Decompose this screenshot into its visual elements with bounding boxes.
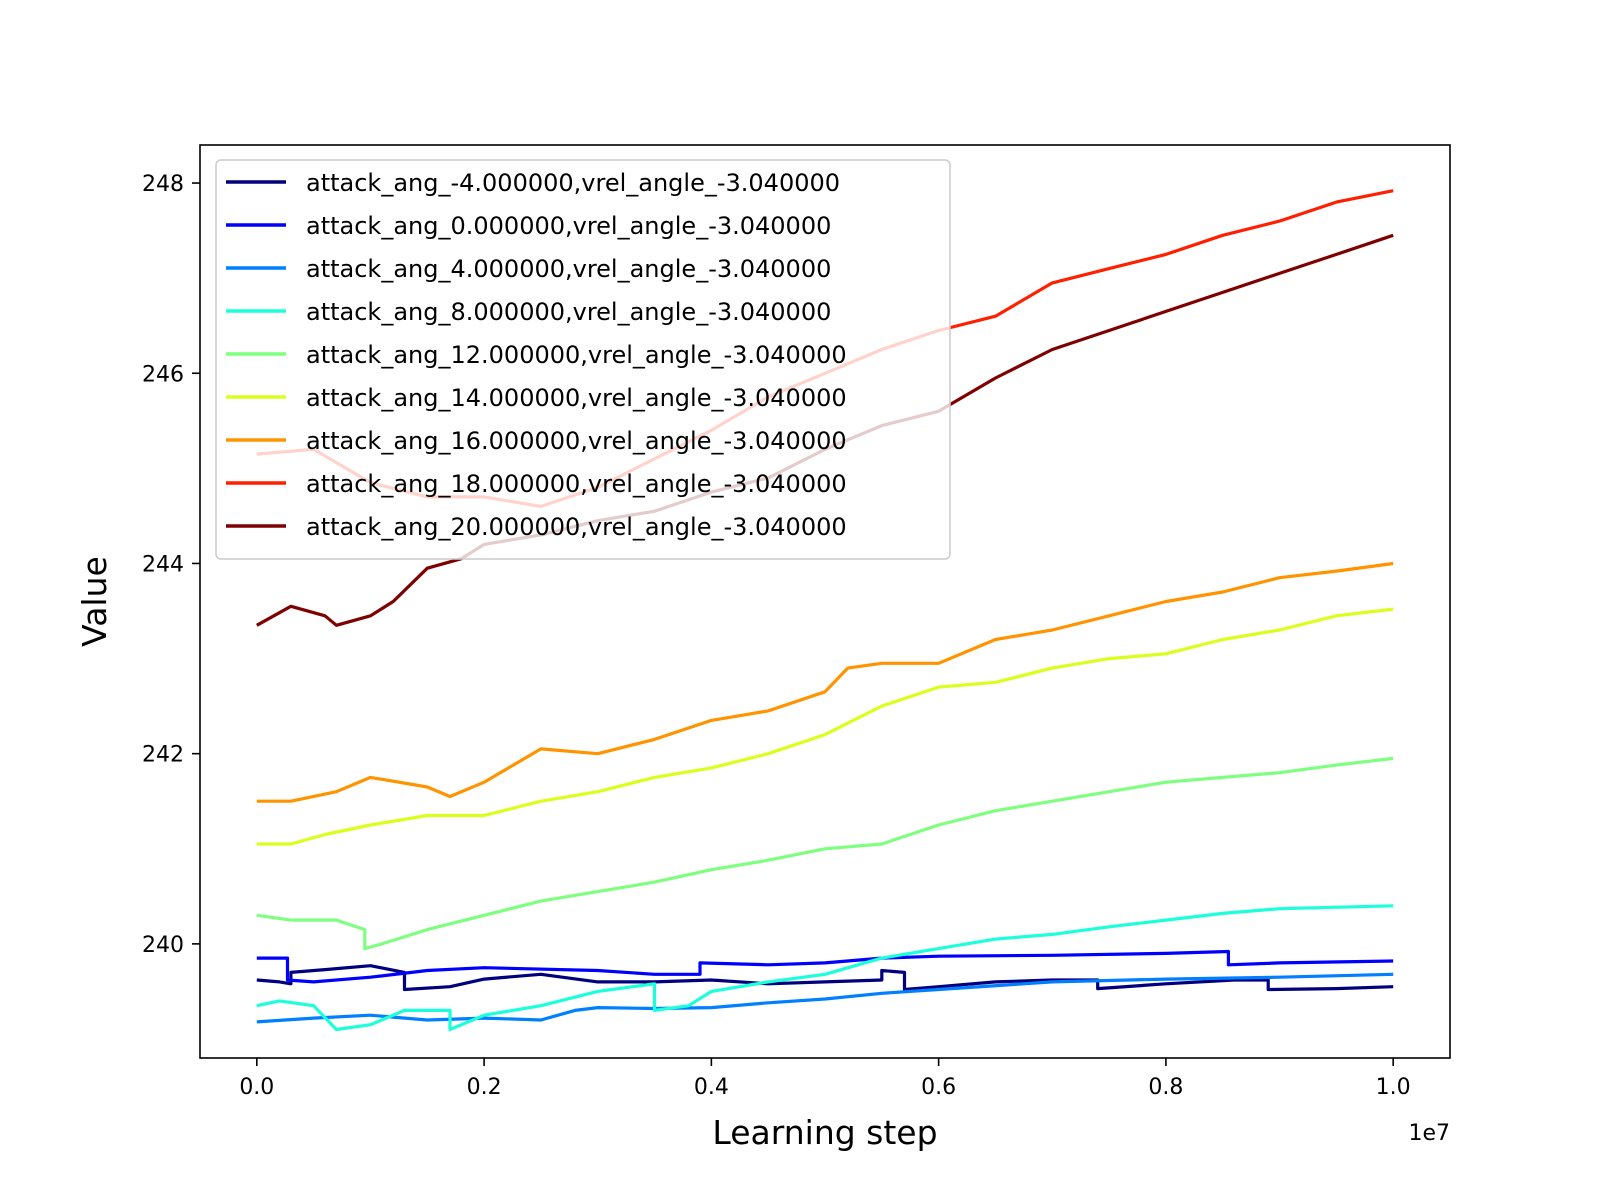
- y-tick-label: 244: [142, 552, 184, 577]
- legend-entry: attack_ang_16.000000,vrel_angle_-3.04000…: [306, 427, 847, 455]
- y-tick-label: 248: [142, 172, 184, 197]
- legend-box: [215, 159, 951, 560]
- x-tick-label: 1.0: [1376, 1075, 1411, 1100]
- axes-frame: [199, 144, 1451, 1059]
- x-axis-label: Learning step: [712, 1113, 937, 1152]
- x-tick-label: 0.2: [467, 1075, 502, 1100]
- legend-entry: attack_ang_14.000000,vrel_angle_-3.04000…: [306, 384, 847, 412]
- x-tick-label: 0.8: [1148, 1075, 1183, 1100]
- legend-entry: attack_ang_8.000000,vrel_angle_-3.040000: [306, 298, 831, 326]
- y-tick-label: 246: [142, 362, 184, 387]
- legend-entry: attack_ang_18.000000,vrel_angle_-3.04000…: [306, 470, 847, 498]
- legend-entry: attack_ang_20.000000,vrel_angle_-3.04000…: [306, 513, 847, 541]
- y-tick-label: 240: [142, 933, 184, 958]
- y-axis-label: Value: [75, 556, 114, 647]
- x-axis-offset-text: 1e7: [1408, 1121, 1450, 1146]
- x-tick-label: 0.6: [921, 1075, 956, 1100]
- x-tick-label: 0.4: [694, 1075, 729, 1100]
- legend-entry: attack_ang_0.000000,vrel_angle_-3.040000: [306, 212, 831, 240]
- y-axis-ticks: 240 242 244 246 248: [142, 172, 200, 958]
- y-tick-label: 242: [142, 743, 184, 768]
- x-tick-label: 0.0: [239, 1075, 274, 1100]
- legend: attack_ang_-4.000000,vrel_angle_-3.04000…: [215, 159, 951, 560]
- legend-entry: attack_ang_12.000000,vrel_angle_-3.04000…: [306, 341, 847, 369]
- series-line-0: [256, 964, 1394, 992]
- x-axis-ticks: 0.0 0.2 0.4 0.6 0.8 1.0: [239, 1058, 1411, 1100]
- legend-entry: attack_ang_-4.000000,vrel_angle_-3.04000…: [306, 169, 840, 197]
- series-line-5: [256, 607, 1394, 846]
- series-line-4: [256, 756, 1394, 951]
- series-line-6: [256, 561, 1394, 803]
- series-line-3: [256, 904, 1394, 1032]
- legend-entry: attack_ang_4.000000,vrel_angle_-3.040000: [306, 255, 831, 283]
- series-line-1: [256, 949, 1394, 984]
